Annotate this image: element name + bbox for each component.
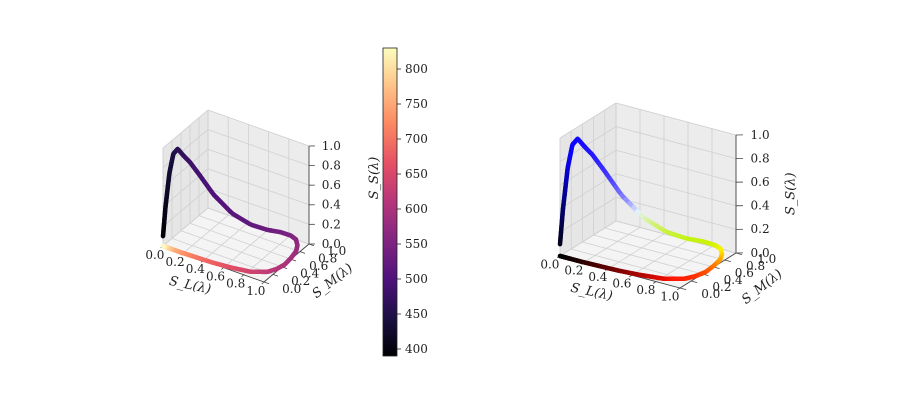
x-tick-label: 0.2	[166, 255, 185, 269]
grid-line	[207, 168, 310, 206]
grid-line	[615, 102, 737, 136]
grid-line	[615, 149, 737, 183]
grid-line	[189, 222, 292, 260]
colorbar-label: S_S(λ)	[367, 157, 382, 200]
x-tick-label: 0.4	[186, 262, 205, 276]
z-tick-label: 0.4	[322, 198, 341, 212]
x-tick-label: 0.0	[540, 257, 559, 271]
colorbar-tick-label: 450	[405, 307, 428, 321]
x-tick	[241, 274, 245, 278]
right-3d-plot: 0.0 0.2 0.4 0.6 0.8 1.0 0.00.20.40.60.81.00.00…	[540, 102, 799, 308]
y-tick-label: 0.4	[300, 267, 319, 281]
grid-line	[571, 248, 692, 282]
x-tick-label: 1.0	[660, 289, 679, 303]
grid-line	[615, 126, 737, 159]
grid-line	[559, 102, 617, 139]
grid-line	[631, 239, 689, 276]
z-tick-label: 0.6	[751, 175, 770, 189]
y-tick	[263, 281, 270, 285]
grid-line	[207, 109, 310, 147]
y-tick-label: 0.0	[701, 287, 720, 301]
y-tick	[679, 287, 687, 290]
y-tick-label: 1.0	[327, 244, 346, 258]
x-tick-label: 0.6	[206, 269, 225, 283]
colorbar-tick-label: 600	[405, 202, 428, 216]
grid-line	[207, 148, 310, 186]
x-tick-label: 1.0	[246, 284, 265, 298]
grid-line	[559, 149, 617, 186]
z-tick-label: 0.6	[322, 178, 341, 192]
x-tick-label: 0.0	[145, 248, 164, 262]
grid-line	[583, 227, 641, 263]
y-tick-label: 0.8	[318, 251, 337, 265]
grid-line	[180, 230, 283, 268]
grid-line	[607, 233, 665, 270]
x-tick	[652, 281, 657, 284]
colorbar-tick-label: 500	[405, 272, 428, 286]
grid-line	[162, 109, 209, 149]
grid-line	[582, 241, 703, 275]
colorbar: 400 450 500 550 600 650 700 750 800 S_S(λ)	[367, 47, 428, 357]
y-tick-label: 0.6	[735, 266, 754, 280]
z-tick-label: 0.8	[751, 151, 770, 165]
grid-line	[207, 188, 310, 225]
y-tick-label: 0.0	[282, 282, 301, 296]
grid-line	[559, 220, 617, 257]
x-tick	[221, 267, 224, 270]
colorbar-tick-label: 800	[405, 62, 428, 76]
colorbar-tick-label: 550	[405, 237, 428, 251]
x-tick-label: 0.4	[588, 270, 607, 284]
x-tick	[261, 281, 265, 285]
grid-line	[182, 214, 229, 254]
grid-line	[162, 188, 209, 227]
grid-line	[171, 238, 274, 275]
y-tick-label: 0.4	[724, 273, 743, 287]
z-axis-label: S_S(λ)	[784, 172, 799, 215]
z-tick-label: 1.0	[322, 139, 341, 153]
x-tick-label: 0.8	[226, 277, 245, 291]
colorbar-tick-label: 700	[405, 132, 428, 146]
y-tick	[691, 280, 698, 283]
y-tick	[724, 259, 731, 262]
grid-line	[615, 173, 737, 207]
grid-line	[243, 236, 290, 276]
y-tick-label: 0.6	[309, 259, 328, 273]
grid-line	[559, 173, 617, 210]
y-tick-label: 0.2	[291, 274, 310, 288]
grid-line	[162, 207, 209, 247]
z-tick-label: 0.0	[751, 246, 770, 260]
x-tick-label: 0.6	[612, 277, 631, 291]
z-tick-label: 0.2	[322, 217, 341, 231]
grid-line	[615, 197, 737, 230]
left-3d-plot: 0.00.20.40.60.81.0 0.00.20.40.60.81.00.00…	[145, 109, 356, 302]
grid-line	[198, 215, 301, 252]
grid-line	[207, 129, 310, 166]
z-tick-label: 0.4	[751, 199, 770, 213]
y-tick-label: 1.0	[757, 252, 776, 266]
z-tick-label: 0.8	[322, 158, 341, 172]
z-tick-label: 0.2	[751, 222, 770, 236]
x-tick-label: 0.8	[636, 283, 655, 297]
z-tick-label: 1.0	[751, 128, 770, 142]
grid-line	[655, 246, 713, 282]
colorbar-tick-label: 650	[405, 167, 428, 181]
grid-line	[604, 227, 725, 261]
y-tick-label: 0.8	[746, 259, 765, 273]
grid-line	[223, 229, 269, 268]
x-tick	[676, 287, 681, 291]
grid-line	[593, 234, 714, 268]
grid-line	[559, 197, 617, 233]
colorbar-tick-label: 400	[405, 342, 428, 356]
grid-line	[203, 222, 249, 261]
colorbar-gradient	[382, 47, 398, 357]
y-tick	[272, 274, 279, 277]
x-tick-label: 0.2	[564, 264, 583, 278]
y-tick	[299, 251, 306, 254]
z-tick-label: 0.0	[322, 237, 341, 251]
colorbar-tick-label: 750	[405, 97, 428, 111]
y-tick-label: 0.2	[712, 280, 731, 294]
